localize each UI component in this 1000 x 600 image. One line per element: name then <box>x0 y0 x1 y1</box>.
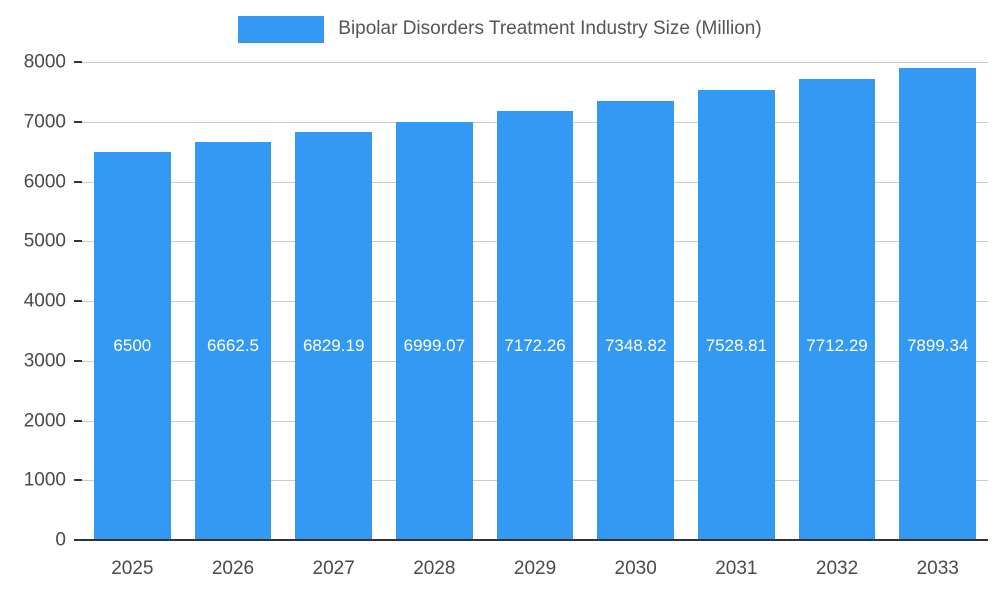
x-axis-label: 2028 <box>413 558 456 579</box>
y-axis-tick-label: 8000 <box>23 51 66 73</box>
bars-group: 6500 6662.5 6829.19 6999.07 7172.26 7348.82 75… <box>82 62 988 540</box>
x-axis: 2025 2026 2027 2028 2029 2030 2031 2032 2033 <box>82 540 988 580</box>
bar-value-label: 6829.19 <box>302 336 365 356</box>
bar-2029[interactable] <box>496 111 574 540</box>
y-axis-tick <box>74 180 82 183</box>
y-axis-tick <box>74 240 82 243</box>
y-axis-tick-label: 6000 <box>23 171 66 192</box>
x-axis-label: 2027 <box>312 558 355 579</box>
bar-2031[interactable] <box>698 90 775 540</box>
y-axis-tick <box>74 359 82 362</box>
bar-2032[interactable] <box>798 79 876 540</box>
chart-band: 7528.81 <box>686 62 787 540</box>
y-axis-tick <box>74 479 82 482</box>
y-axis-tick <box>74 120 82 123</box>
axis-baseline <box>82 539 988 541</box>
chart-band: 6999.07 <box>384 62 485 540</box>
bar-value-label: 7899.34 <box>906 336 969 356</box>
x-axis-label: 2030 <box>614 558 657 579</box>
chart-band: 7348.82 <box>585 62 686 540</box>
x-axis-label: 2025 <box>111 558 154 579</box>
y-axis-tick <box>74 61 82 63</box>
bar-value-label: 7348.82 <box>604 336 667 356</box>
y-axis-tick-label: 5000 <box>23 230 66 252</box>
bar-value-label: 7172.26 <box>504 336 566 356</box>
y-axis-tick-label: 0 <box>55 529 66 551</box>
gridline <box>82 62 988 63</box>
bar-value-label: 7712.29 <box>806 336 868 356</box>
x-axis-label: 2026 <box>211 558 255 579</box>
bar-value-label: 6999.07 <box>403 336 466 356</box>
bar-value-label: 6500 <box>113 336 152 356</box>
x-axis-label: 2032 <box>815 558 859 579</box>
y-axis-tick-label: 4000 <box>23 290 66 312</box>
bar-2033[interactable] <box>899 68 976 540</box>
y-axis-tick-label: 7000 <box>23 111 66 133</box>
legend-swatch[interactable] <box>238 15 325 43</box>
y-axis-tick-label: 1000 <box>23 469 66 491</box>
bar-2028[interactable] <box>396 121 473 540</box>
x-axis-label: 2031 <box>715 558 758 579</box>
x-axis-label: 2029 <box>513 558 557 579</box>
y-axis-tick <box>74 419 82 422</box>
chart-legend: Bipolar Disorders Treatment Industry Siz… <box>0 14 1000 44</box>
bar-value-label: 6662.5 <box>207 336 259 356</box>
bar-2030[interactable] <box>597 100 674 540</box>
bar-value-label: 7528.81 <box>705 336 768 356</box>
bar-2026[interactable] <box>194 141 272 540</box>
chart-band: 7172.26 <box>485 62 586 540</box>
y-axis: 0 1000 2000 3000 4000 5000 6000 7000 8000 <box>0 53 82 550</box>
y-axis-tick-label: 3000 <box>23 350 66 372</box>
chart-band: 7712.29 <box>787 62 888 540</box>
y-axis-tick <box>74 539 82 541</box>
chart-title: Bipolar Disorders Treatment Industry Siz… <box>338 18 762 39</box>
chart-band: 6829.19 <box>283 62 384 540</box>
y-axis-tick <box>74 300 82 302</box>
x-axis-label: 2033 <box>916 558 959 579</box>
chart-band: 6500 <box>82 62 183 540</box>
bar-2025[interactable] <box>94 151 171 540</box>
y-axis-tick-label: 2000 <box>23 410 66 431</box>
chart-band: 6662.5 <box>183 62 284 540</box>
plot-area: 6500 6662.5 6829.19 6999.07 7172.26 7348.82 75… <box>82 62 988 541</box>
chart-band: 7899.34 <box>887 62 988 540</box>
bar-2027[interactable] <box>295 131 372 540</box>
